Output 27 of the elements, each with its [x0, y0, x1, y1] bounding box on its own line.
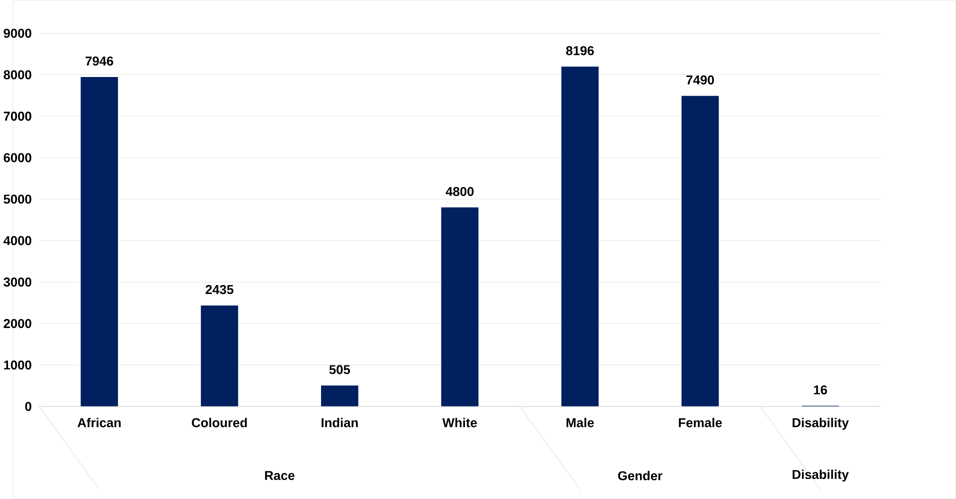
- y-tick-label: 7000: [4, 112, 32, 121]
- y-tick-label: 3000: [4, 278, 32, 287]
- data-label: 2435: [206, 285, 234, 294]
- y-tick-label: 1000: [4, 360, 32, 370]
- text: Race: [265, 471, 294, 480]
- x-tick-label: Female: [678, 418, 722, 428]
- x-tick-label: African: [78, 418, 121, 428]
- y-tick-label: 5000: [4, 194, 32, 204]
- y-tick-label: 2000: [4, 319, 32, 328]
- x-tick-label: Male: [566, 418, 594, 428]
- y-tick-label: 8000: [4, 70, 32, 80]
- text: Disability: [792, 470, 849, 482]
- data-label: 505: [329, 365, 350, 374]
- y-tick-label: 4000: [3, 236, 32, 246]
- data-label: 7490: [686, 75, 714, 85]
- x-tick-label: Disability: [792, 418, 849, 430]
- x-tick-label: Indian: [322, 418, 358, 428]
- data-label: 7946: [86, 56, 114, 66]
- data-label: 8196: [566, 46, 594, 56]
- data-label: 4800: [446, 186, 474, 196]
- data-label: 16: [814, 385, 828, 394]
- y-tick-label: 0: [25, 402, 32, 412]
- y-tick-label: 9000: [4, 28, 32, 38]
- x-tick-label: Coloured: [192, 418, 247, 428]
- y-tick-label: 6000: [4, 153, 32, 162]
- text: Gender: [618, 470, 662, 480]
- x-tick-label: White: [442, 418, 477, 428]
